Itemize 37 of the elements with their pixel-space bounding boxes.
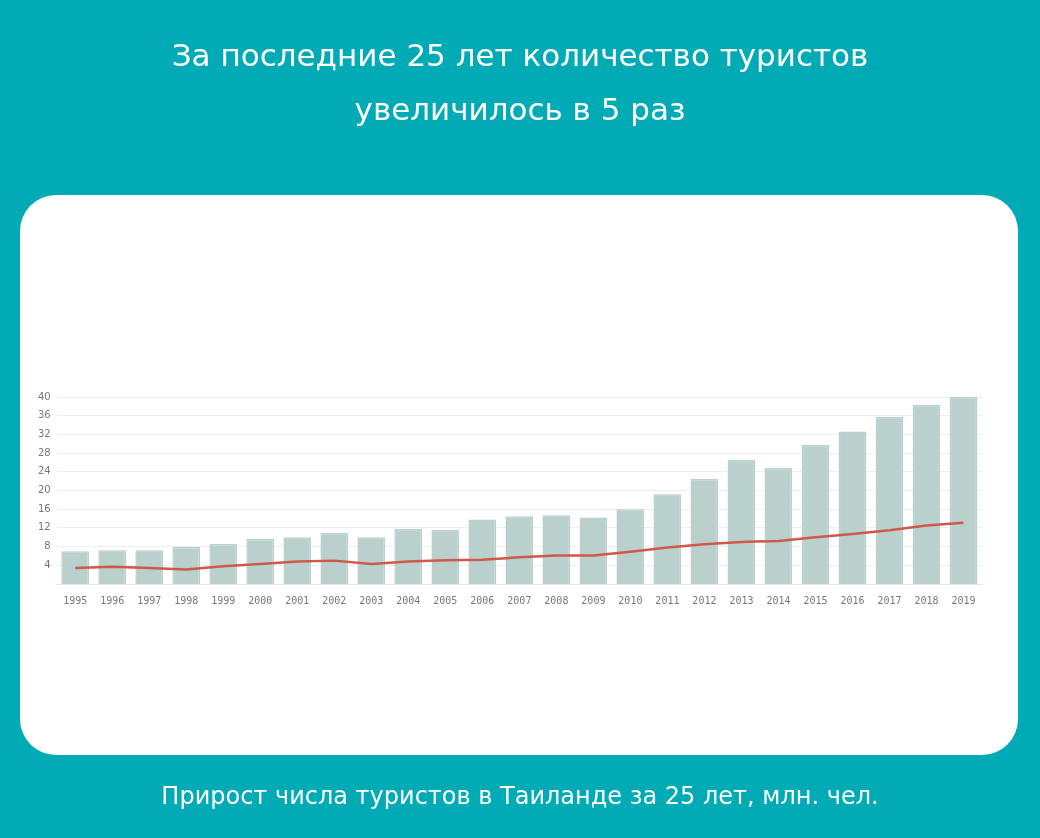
x-tick-label: 2015: [803, 594, 828, 606]
y-tick-label: 24: [37, 465, 51, 477]
y-tick-label: 4: [44, 558, 51, 570]
x-tick-label: 1995: [63, 594, 88, 606]
x-tick-label: 2014: [766, 594, 791, 606]
x-tick-label: 2018: [914, 594, 939, 606]
x-tick-label: 2012: [692, 594, 717, 606]
x-tick-label: 1996: [100, 594, 125, 606]
x-tick-label: 2007: [507, 594, 532, 606]
x-tick-label: 2017: [877, 594, 902, 606]
y-tick-label: 40: [37, 390, 51, 402]
x-tick-label: 2002: [322, 594, 347, 606]
x-tick-label: 2009: [581, 594, 606, 606]
x-tick-label: 2004: [396, 594, 421, 606]
x-tick-label: 2000: [248, 594, 273, 606]
y-tick-label: 36: [37, 409, 51, 421]
y-tick-label: 12: [37, 521, 51, 533]
x-tick-label: 2003: [359, 594, 384, 606]
x-tick-label: 1997: [137, 594, 162, 606]
x-tick-label: 2013: [729, 594, 754, 606]
y-tick-label: 16: [37, 502, 51, 514]
x-tick-label: 2006: [470, 594, 495, 606]
chart-title: За последние 25 лет количество туристов увеличилось в 5 раз: [170, 36, 870, 129]
text: Прирост числа туристов в Таиланде за 25 лет, млн. чел.: [160, 782, 880, 810]
x-tick-label: 2019: [951, 594, 976, 606]
x-tick-label: 2010: [618, 594, 643, 606]
x-tick-label: 2011: [655, 594, 680, 606]
x-tick-label: 2001: [285, 594, 310, 606]
x-tick-label: 1999: [211, 594, 236, 606]
x-tick-label: 1998: [174, 594, 199, 606]
y-tick-label: 32: [37, 427, 51, 439]
y-tick-label: 20: [37, 484, 51, 496]
x-tick-label: 2005: [433, 594, 458, 606]
x-tick-label: 2016: [840, 594, 865, 606]
x-tick-label: 2008: [544, 594, 569, 606]
y-tick-label: 28: [37, 446, 51, 458]
y-tick-label: 8: [44, 540, 51, 552]
